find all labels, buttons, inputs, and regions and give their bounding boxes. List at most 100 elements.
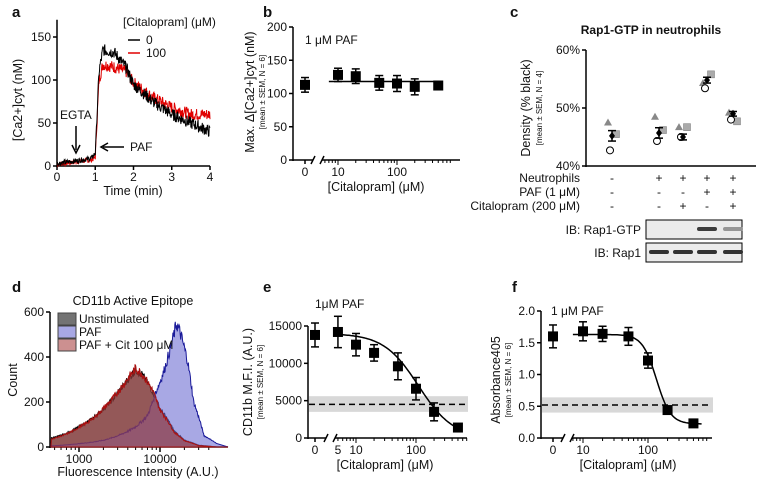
a-series-line-0 <box>56 44 211 166</box>
a-legend-label: 100 <box>146 46 166 60</box>
c-y-label: Density (% black) <box>519 59 533 156</box>
e-data-point <box>332 326 343 337</box>
c-y-tick-label: 40% <box>556 159 580 173</box>
c-condition-value: + <box>703 171 710 185</box>
b-axis-break <box>319 155 325 165</box>
d-legend-label: Unstimulated <box>79 312 149 326</box>
c-blot-label: IB: Rap1 <box>594 246 641 260</box>
f-data-point <box>688 418 699 429</box>
f-x-tick-label: 0 <box>550 443 557 457</box>
c-condition-value: - <box>657 199 661 213</box>
b-x-tick-label: 100 <box>387 165 407 179</box>
b-y-tick-label: 100 <box>267 87 287 101</box>
b-y-tick-label: 150 <box>267 53 287 67</box>
a-y-tick-label: 50 <box>38 116 52 130</box>
e-x-label: [Citalopram] (μM) <box>337 458 434 472</box>
f-y-sublabel: [mean ± SEM, N = 6] <box>504 343 513 417</box>
d-y-tick-label: 0 <box>37 440 44 454</box>
c-blot-band <box>697 250 717 254</box>
a-y-label: [Ca2+]cyt (nM) <box>11 59 25 141</box>
e-y-tick-label: 10000 <box>269 356 303 370</box>
b-data-point <box>374 77 385 88</box>
e-data-point <box>351 339 361 350</box>
b-x-tick-label: 0 <box>302 165 309 179</box>
c-blot-label: IB: Rap1-GTP <box>566 223 641 237</box>
a-annotation-paf: PAF <box>130 140 152 154</box>
c-condition-value: - <box>610 185 614 199</box>
c-blot-band <box>697 227 717 231</box>
f-y-tick-label: 0.0 <box>518 431 535 445</box>
f-y-tick-label: 0.5 <box>518 399 535 413</box>
c-condition-value: - <box>610 199 614 213</box>
c-circle-point <box>701 84 709 93</box>
a-legend-label: 0 <box>146 33 153 47</box>
f-x-label: [Citalopram] (μM) <box>580 458 677 472</box>
f-y-tick-label: 1.5 <box>518 336 535 350</box>
e-data-point <box>369 347 380 358</box>
c-blot-band <box>723 250 743 254</box>
b-data-point <box>350 71 361 82</box>
panel-label-f: f <box>512 279 518 296</box>
d-y-label: Count <box>6 363 20 397</box>
c-blot-band <box>723 227 743 231</box>
e-data-point <box>411 383 421 394</box>
c-triangle-point <box>651 112 659 120</box>
c-blot-band <box>673 250 693 254</box>
e-axis-break <box>323 433 329 443</box>
c-condition-value: + <box>729 171 736 185</box>
c-blot-band <box>649 250 669 254</box>
e-data-point <box>452 422 463 433</box>
f-data-point <box>623 331 634 342</box>
c-mean-point <box>680 133 686 141</box>
d-histogram-paf-cit-100-m <box>50 364 228 448</box>
d-title: CD11b Active Epitope <box>73 294 194 308</box>
f-x-tick-label: 10 <box>576 443 590 457</box>
e-data-point <box>429 406 440 417</box>
e-x-tick-label: 10 <box>349 443 363 457</box>
f-annotation: 1 μM PAF <box>551 304 604 318</box>
e-axis-break <box>332 433 338 443</box>
f-data-point <box>662 405 673 416</box>
e-annotation: 1μM PAF <box>315 297 364 311</box>
c-triangle-point <box>675 123 683 131</box>
f-x-tick-label: 100 <box>638 443 658 457</box>
f-data-point <box>643 355 653 366</box>
f-axis-break <box>569 433 575 443</box>
f-data-point <box>597 328 608 339</box>
c-condition-label: Neutrophils <box>519 171 580 185</box>
a-y-tick-label: 150 <box>31 30 51 44</box>
panel-label-c: c <box>510 4 518 21</box>
b-data-point <box>300 79 310 90</box>
f-y-label: Absorbance405 <box>489 336 503 424</box>
c-condition-value: + <box>703 185 710 199</box>
e-y-sublabel: [mean ± SEM, N = 6] <box>256 345 265 419</box>
c-mean-point <box>704 76 710 85</box>
d-y-tick-label: 400 <box>24 350 44 364</box>
a-x-tick-label: 1 <box>92 170 99 184</box>
e-y-tick-label: 5000 <box>275 394 302 408</box>
a-x-tick-label: 3 <box>168 170 175 184</box>
e-x-tick-label: 100 <box>406 443 426 457</box>
a-arrow-head-egta <box>71 144 81 155</box>
b-data-point <box>392 78 402 89</box>
e-y-tick-label: 15000 <box>269 319 303 333</box>
f-y-tick-label: 1.0 <box>518 368 535 382</box>
a-x-label: Time (min) <box>103 184 162 198</box>
a-x-tick-label: 4 <box>207 170 214 184</box>
b-data-point <box>433 80 444 91</box>
f-y-tick-label: 2.0 <box>518 304 535 318</box>
d-legend-label: PAF <box>79 325 101 339</box>
c-circle-point <box>606 146 614 155</box>
c-condition-value: + <box>655 171 662 185</box>
c-y-tick-label: 60% <box>556 43 580 57</box>
c-condition-value: + <box>679 199 686 213</box>
e-x-tick-label: 0 <box>312 443 319 457</box>
c-title: Rap1-GTP in neutrophils <box>581 23 722 37</box>
a-y-tick-label: 100 <box>31 73 51 87</box>
c-triangle-point <box>604 118 612 126</box>
b-data-point <box>333 69 343 80</box>
a-annotation-egta: EGTA <box>60 108 92 122</box>
d-legend-swatch <box>57 338 77 352</box>
f-data-point <box>578 326 588 337</box>
c-condition-label: Citalopram (200 μM) <box>470 199 580 213</box>
